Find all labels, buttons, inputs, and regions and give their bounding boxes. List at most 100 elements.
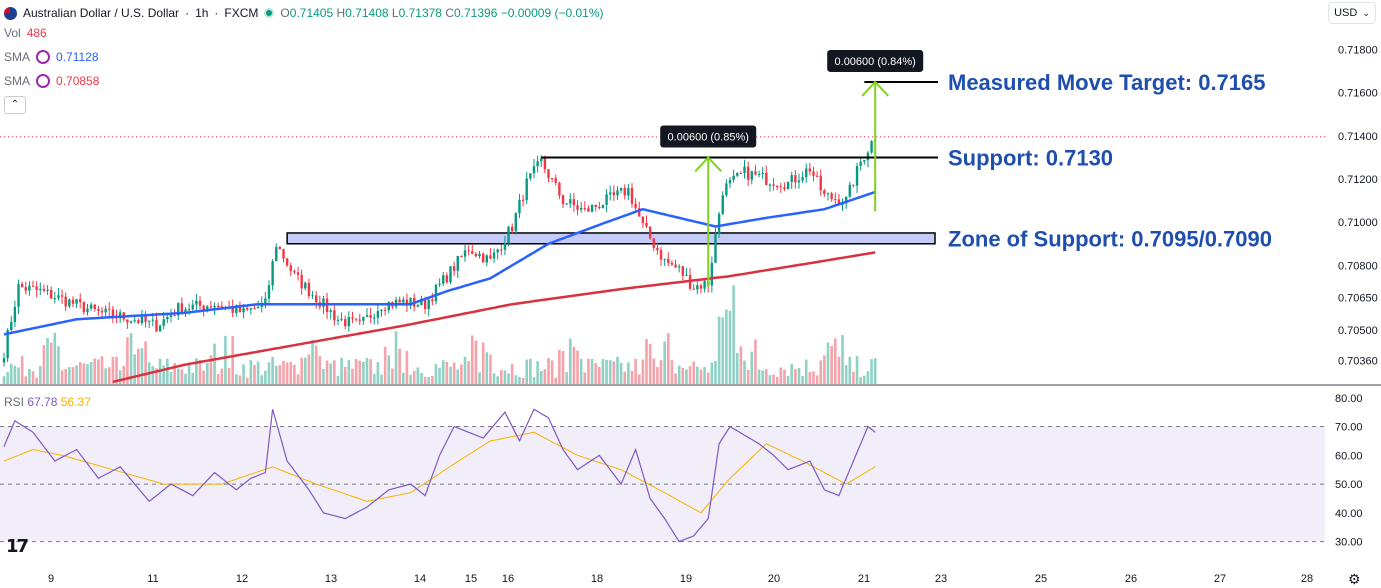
- candle-body: [616, 190, 619, 196]
- volume-bar: [162, 365, 166, 384]
- volume-bar: [870, 359, 873, 384]
- volume-bar: [637, 374, 641, 384]
- sma-slow-line[interactable]: [112, 251, 876, 384]
- volume-bar: [474, 340, 478, 384]
- volume-bar: [231, 336, 234, 384]
- volume-bar: [677, 365, 681, 384]
- rsi-label[interactable]: RSI: [4, 395, 25, 409]
- candle-body: [322, 298, 325, 307]
- volume-bar: [554, 377, 558, 384]
- volume-bar: [460, 364, 463, 384]
- collapse-legend-button[interactable]: ⌃: [4, 96, 26, 114]
- sma-fast-settings-icon[interactable]: [36, 50, 51, 64]
- volume-bar: [735, 353, 739, 384]
- candle-body: [736, 173, 739, 176]
- candle-body: [158, 325, 162, 332]
- volume-bar: [242, 364, 245, 384]
- candle-body: [191, 304, 194, 310]
- volume-bar: [238, 375, 242, 384]
- currency-label: USD: [1334, 7, 1358, 19]
- rsi-axis-tick: 30.00: [1335, 537, 1363, 549]
- volume-bar: [525, 359, 529, 384]
- sma-slow-label[interactable]: SMA: [4, 74, 31, 88]
- volume-bar: [260, 375, 264, 384]
- volume-bar: [78, 362, 82, 384]
- candle-body: [93, 304, 96, 310]
- volume-bar: [169, 372, 173, 384]
- symbol-name[interactable]: Australian Dollar / U.S. Dollar: [23, 6, 180, 20]
- candle-body: [180, 303, 184, 314]
- volume-bar: [681, 367, 685, 384]
- volume-bar: [634, 358, 637, 384]
- volume-bar: [855, 356, 859, 384]
- rsi-ma-line[interactable]: [3, 431, 876, 514]
- candle-body: [402, 299, 405, 303]
- time-axis-tick: 12: [236, 573, 248, 585]
- candle-body: [685, 275, 688, 277]
- candle-body: [64, 296, 67, 307]
- candle-body: [703, 280, 706, 289]
- candle-body: [645, 222, 648, 227]
- volume-bar: [191, 372, 195, 384]
- candle-body: [405, 299, 409, 306]
- candle-body: [543, 158, 547, 170]
- price-axis-tick: 0.71200: [1338, 174, 1378, 186]
- candle-body: [677, 266, 681, 268]
- candle-body: [289, 265, 292, 272]
- candle-body: [129, 321, 133, 323]
- sma-fast-label[interactable]: SMA: [4, 50, 31, 64]
- volume-bar: [478, 372, 481, 384]
- volume-bar: [536, 361, 539, 384]
- candle-body: [39, 288, 42, 290]
- volume-bar: [354, 358, 358, 384]
- candle-body: [383, 309, 387, 311]
- candle-body: [870, 141, 873, 153]
- candle-body: [86, 308, 89, 313]
- candle-body: [699, 285, 703, 289]
- volume-bar: [648, 343, 652, 384]
- candle-body: [532, 166, 536, 174]
- candle-body: [837, 199, 841, 205]
- candle-body: [511, 226, 514, 232]
- volume-bar: [278, 365, 282, 384]
- tradingview-logo-icon[interactable]: 17: [6, 536, 29, 557]
- volume-bar: [579, 358, 583, 384]
- candle-body: [380, 309, 383, 312]
- volume-bar: [64, 369, 68, 384]
- time-axis-tick: 13: [325, 573, 337, 585]
- volume-bar: [852, 371, 855, 384]
- zone-of-support-box[interactable]: [286, 232, 936, 245]
- volume-bar: [710, 362, 714, 384]
- candle-body: [801, 177, 804, 181]
- candle-body: [536, 161, 539, 167]
- volume-bar: [420, 373, 423, 384]
- settings-gear-icon[interactable]: ⚙: [1348, 571, 1361, 587]
- volume-bar: [804, 359, 808, 384]
- change-readout: −0.00009 (−0.01%): [500, 6, 604, 20]
- interval[interactable]: 1h: [195, 6, 209, 20]
- volume-bar: [688, 366, 692, 384]
- rsi-line[interactable]: [3, 408, 876, 543]
- candle-body: [710, 262, 714, 286]
- sma-slow-settings-icon[interactable]: [36, 74, 51, 88]
- volume-bar: [612, 361, 616, 384]
- candle-body: [783, 187, 786, 189]
- volume-bar: [547, 358, 550, 384]
- volume-bar: [714, 361, 717, 384]
- sma-fast-line[interactable]: [3, 190, 876, 336]
- volume-bar: [402, 372, 405, 384]
- time-axis-tick: 27: [1214, 573, 1226, 585]
- volume-bar: [728, 310, 732, 384]
- volume-bar: [583, 372, 587, 384]
- volume-bar: [227, 367, 231, 384]
- candle-body: [834, 199, 837, 201]
- volume-bar: [358, 360, 362, 384]
- volume-bar: [685, 369, 688, 384]
- measured-move-badge: [660, 125, 757, 148]
- volume-bar: [249, 360, 253, 384]
- currency-select[interactable]: USD ⌄: [1328, 2, 1376, 24]
- volume-bar: [202, 370, 205, 384]
- volume-bar: [692, 361, 695, 384]
- volume-bar: [863, 375, 866, 384]
